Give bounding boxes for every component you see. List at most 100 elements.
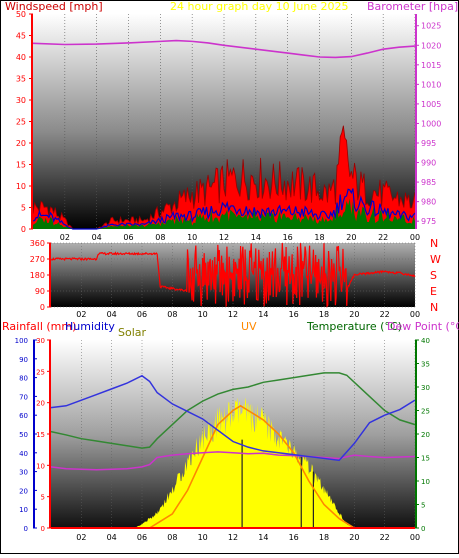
rainfall-tick-label: 0 [24, 525, 28, 533]
direction-time-tick-label: 20 [349, 310, 359, 319]
humidity-tick-label: 10 [36, 462, 45, 470]
temperature-tick-label: 35 [421, 361, 430, 369]
rainfall-tick-label: 60 [19, 412, 28, 420]
time-tick-label: 18 [314, 233, 324, 242]
windspeed-tick-label: 45 [16, 32, 26, 41]
solar-area [51, 397, 415, 528]
direction-tick-label: 270 [30, 255, 45, 264]
wind-barometer-axes: 0510152025303540455097598098599099510001… [16, 10, 442, 242]
barometer-tick-label: 1000 [421, 119, 441, 128]
time-tick-label: 10 [187, 233, 197, 242]
direction-time-tick-label: 16 [289, 310, 299, 319]
barometer-tick-label: 990 [421, 159, 436, 168]
temperature-tick-label: 25 [421, 408, 430, 416]
time-tick-label: 22 [378, 233, 388, 242]
climate-time-tick-label: 16 [289, 533, 299, 542]
windspeed-tick-label: 25 [16, 118, 26, 127]
climate-time-tick-label: 10 [198, 533, 208, 542]
wind-average-area [33, 198, 415, 229]
barometer-tick-label: 1010 [421, 80, 441, 89]
direction-tick-label: 90 [35, 287, 45, 296]
windspeed-tick-label: 35 [16, 75, 26, 84]
uv-line [51, 404, 415, 529]
compass-label: N [430, 237, 438, 250]
climate-time-tick-label: 04 [107, 533, 117, 542]
barometer-tick-label: 975 [421, 217, 436, 226]
direction-tick-label: 0 [40, 303, 45, 312]
wind-direction-line [50, 242, 416, 308]
humidity-tick-label: 30 [36, 337, 45, 345]
climate-time-tick-label: 02 [76, 533, 86, 542]
temperature-tick-label: 5 [421, 502, 425, 510]
time-tick-label: 08 [155, 233, 165, 242]
temperature-axis-label: Temperature (°C) [306, 320, 402, 333]
time-tick-label: 02 [60, 233, 70, 242]
climate-time-tick-label: 00 [410, 533, 420, 542]
temperature-tick-label: 0 [421, 525, 425, 533]
rainfall-tick-label: 90 [19, 356, 28, 364]
temperature-tick-label: 40 [421, 337, 430, 345]
compass-label: N [430, 301, 438, 314]
temperature-tick-label: 15 [421, 455, 430, 463]
direction-time-tick-label: 04 [107, 310, 117, 319]
humidity-tick-label: 15 [36, 431, 45, 439]
rainfall-tick-label: 100 [15, 337, 28, 345]
direction-time-tick-label: 14 [258, 310, 268, 319]
barometer-tick-label: 1020 [421, 41, 441, 50]
temperature-tick-label: 20 [421, 431, 430, 439]
barometer-tick-label: 985 [421, 178, 436, 187]
direction-tick-label: 180 [30, 271, 45, 280]
climate-time-tick-label: 06 [137, 533, 147, 542]
rainfall-tick-label: 80 [19, 375, 28, 383]
direction-time-tick-label: 12 [228, 310, 238, 319]
climate-time-tick-label: 22 [380, 533, 390, 542]
windspeed-tick-label: 5 [21, 204, 26, 213]
direction-time-tick-label: 08 [167, 310, 177, 319]
dewpoint-axis-label: Dew Point (°C) [387, 320, 459, 333]
barometer-axis-label: Barometer [hpa] [367, 0, 458, 13]
humidity-tick-label: 20 [36, 400, 45, 408]
windspeed-tick-label: 10 [16, 182, 26, 191]
time-tick-label: 12 [219, 233, 229, 242]
compass-label: W [430, 253, 441, 266]
humidity-tick-label: 0 [41, 525, 45, 533]
climate-time-tick-label: 12 [228, 533, 238, 542]
rainfall-tick-label: 40 [19, 450, 28, 458]
windspeed-tick-label: 40 [16, 53, 26, 62]
direction-time-tick-label: 22 [380, 310, 390, 319]
temperature-line [50, 372, 416, 449]
windspeed-tick-label: 30 [16, 96, 26, 105]
temperature-tick-label: 30 [421, 384, 430, 392]
time-tick-label: 00 [410, 233, 420, 242]
rainfall-tick-label: 30 [19, 469, 28, 477]
time-tick-label: 14 [251, 233, 261, 242]
rainfall-tick-label: 10 [19, 506, 28, 514]
direction-time-tick-label: 10 [198, 310, 208, 319]
wind-direction-series [50, 242, 416, 308]
windspeed-tick-label: 15 [16, 161, 26, 170]
windspeed-tick-label: 50 [16, 10, 26, 19]
rainfall-tick-label: 20 [19, 487, 28, 495]
barometer-tick-label: 995 [421, 139, 436, 148]
uv-label: UV [241, 320, 257, 333]
direction-time-tick-label: 18 [319, 310, 329, 319]
humidity-tick-label: 25 [36, 368, 45, 376]
barometer-tick-label: 980 [421, 198, 436, 207]
compass-label: E [430, 285, 437, 298]
dewpoint-line [50, 451, 416, 471]
time-tick-label: 06 [123, 233, 133, 242]
windspeed-tick-label: 0 [21, 225, 26, 234]
humidity-tick-label: 5 [41, 494, 45, 502]
humidity-axis-label: Humidity [65, 320, 115, 333]
rainfall-axis-label: Rainfall (mm) [2, 320, 76, 333]
rainfall-tick-label: 70 [19, 393, 28, 401]
graph-title: 24 hour graph day 10 June 2025 [170, 0, 349, 13]
direction-time-tick-label: 00 [410, 310, 420, 319]
barometer-tick-label: 1025 [421, 22, 441, 31]
barometer-tick-label: 1005 [421, 100, 441, 109]
rainfall-tick-label: 50 [19, 431, 28, 439]
barometer-tick-label: 1015 [421, 61, 441, 70]
climate-axes: 0 10 20 30 40 50 60 70 80 90 100 0 5 10 15 20 25 30 0 5 10 15… [15, 337, 430, 542]
